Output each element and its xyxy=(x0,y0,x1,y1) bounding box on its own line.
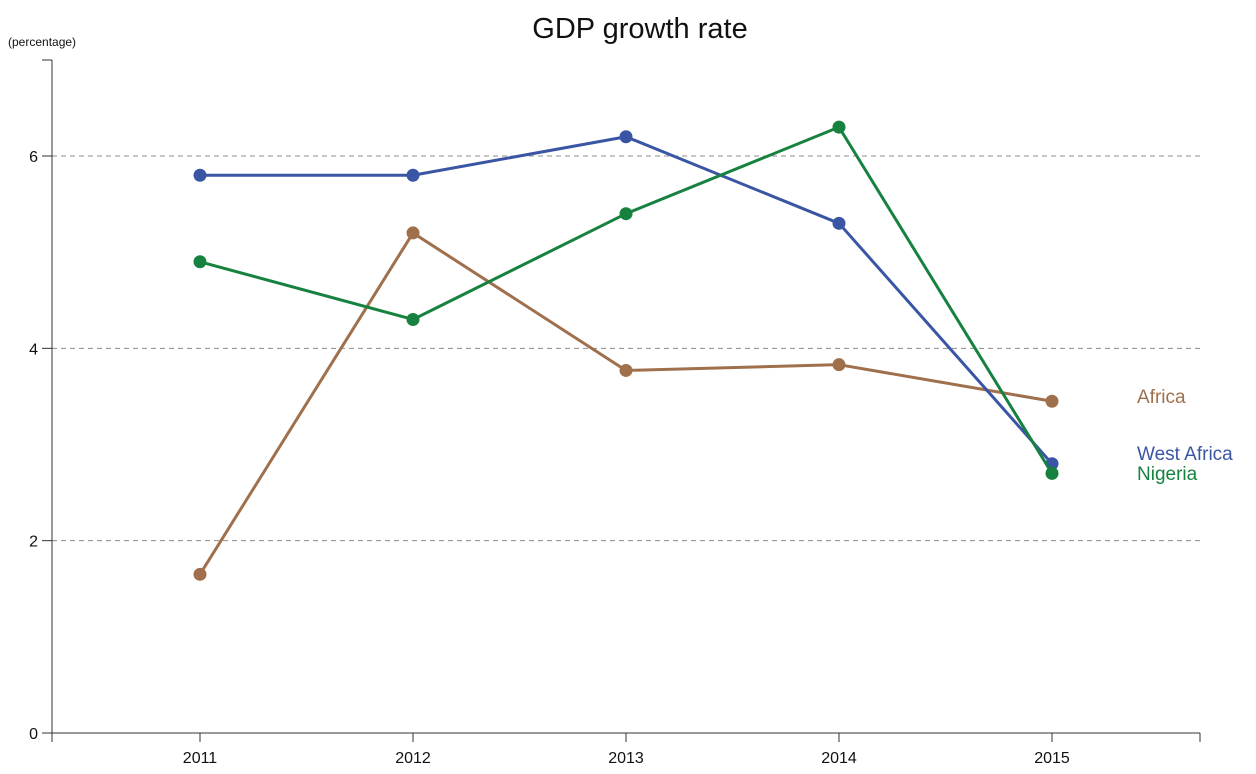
x-axis-ticks: 2011 2012 2013 2014 2015 xyxy=(183,733,1070,767)
chart-title: GDP growth rate xyxy=(532,13,747,45)
point-nigeria-2011 xyxy=(193,255,207,269)
point-nigeria-2013 xyxy=(619,207,633,221)
y-tick-label-0: 0 xyxy=(29,726,38,743)
series-west-africa xyxy=(193,130,1059,471)
series-label-west-africa: West Africa xyxy=(1137,444,1233,465)
y-axis-ticks: 0 2 4 6 xyxy=(29,149,52,743)
point-africa-2013 xyxy=(619,363,633,377)
x-tick-label-2014: 2014 xyxy=(821,750,857,767)
x-tick-label-2011: 2011 xyxy=(183,750,218,767)
point-west-africa-2014 xyxy=(832,216,846,230)
point-nigeria-2012 xyxy=(406,312,420,326)
series-africa xyxy=(193,226,1059,581)
point-nigeria-2014 xyxy=(832,120,846,134)
point-africa-2011 xyxy=(193,567,207,581)
series-label-nigeria: Nigeria xyxy=(1137,464,1198,485)
y-tick-label-2: 2 xyxy=(29,534,38,551)
point-nigeria-2015 xyxy=(1045,466,1059,480)
point-west-africa-2011 xyxy=(193,168,207,182)
series-nigeria xyxy=(193,120,1059,480)
x-tick-label-2012: 2012 xyxy=(395,750,431,767)
point-africa-2015 xyxy=(1045,394,1059,408)
point-africa-2012 xyxy=(406,226,420,240)
y-axis-unit-label: (percentage) xyxy=(8,35,76,49)
point-west-africa-2013 xyxy=(619,130,633,144)
series-label-africa: Africa xyxy=(1137,387,1186,408)
series-group xyxy=(193,120,1059,581)
y-tick-label-6: 6 xyxy=(29,149,38,166)
x-tick-label-2015: 2015 xyxy=(1034,750,1070,767)
axes xyxy=(42,59,1201,742)
gridlines xyxy=(52,155,1200,542)
y-tick-label-4: 4 xyxy=(29,341,38,358)
series-line-africa xyxy=(198,231,1053,576)
point-africa-2014 xyxy=(832,358,846,372)
series-line-west-africa xyxy=(200,135,1054,465)
x-tick-label-2013: 2013 xyxy=(608,750,644,767)
series-line-nigeria xyxy=(199,125,1054,475)
point-west-africa-2012 xyxy=(406,168,420,182)
